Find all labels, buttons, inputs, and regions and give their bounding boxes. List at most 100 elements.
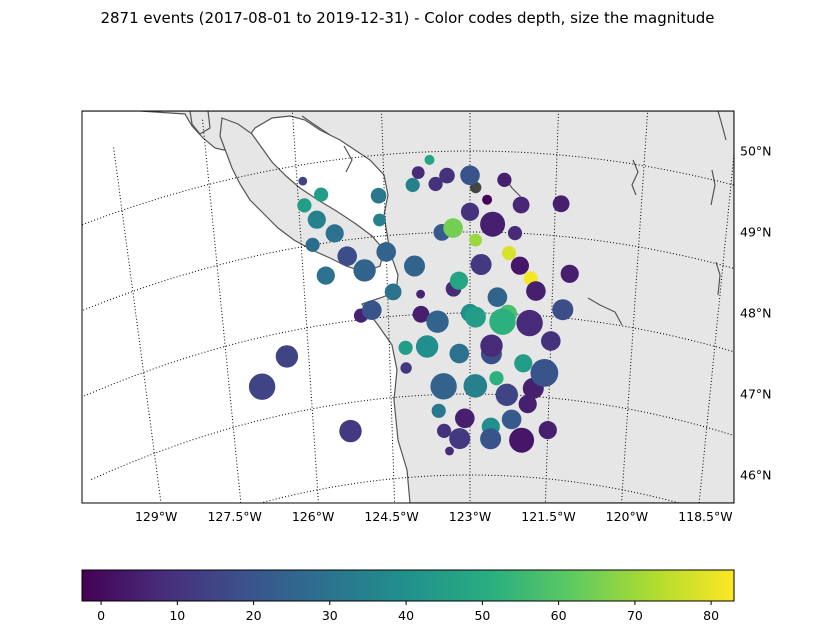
colorbar-ticks: 0 10 20 30 40 50 60 70 80 [97, 601, 719, 623]
earthquake-point [353, 259, 376, 282]
earthquake-point [480, 428, 502, 450]
earthquake-point [370, 187, 387, 204]
lat-tick-label: 47°N [740, 387, 772, 402]
map-area [82, 111, 734, 503]
earthquake-point [428, 176, 443, 192]
earthquake-point [516, 309, 543, 337]
map-frame [81, 110, 735, 504]
coastline-segment [710, 169, 716, 206]
lon-tick-label: 127.5°W [207, 509, 261, 524]
earthquake-point [405, 177, 420, 193]
colorbar-tick-label: 50 [474, 608, 490, 623]
earthquake-point [501, 246, 517, 261]
earthquake-point [449, 428, 471, 450]
earthquake-point [430, 373, 457, 400]
lon-tick-label: 120°W [606, 509, 648, 524]
earthquake-point [480, 211, 506, 237]
colorbar-tick-label: 20 [246, 608, 262, 623]
earthquake-point [373, 213, 386, 227]
lat-tick-label: 46°N [740, 468, 772, 483]
earthquake-point [470, 254, 492, 275]
meridian-line [291, 111, 319, 503]
longitude-tick-labels: 129°W 127.5°W 126°W 124.5°W 123°W 121.5°W 120°… [135, 509, 733, 524]
earthquake-point [307, 210, 326, 229]
earthquake-point [431, 403, 446, 418]
lon-tick-label: 121.5°W [521, 509, 575, 524]
parallel-line [91, 393, 734, 480]
earthquake-point [460, 202, 480, 221]
earthquake-point [509, 427, 535, 453]
lon-tick-label: 129°W [135, 509, 177, 524]
lon-tick-label: 126°W [292, 509, 334, 524]
earthquake-point [325, 224, 344, 243]
earthquake-point [480, 334, 503, 357]
earthquake-point [449, 343, 470, 364]
earthquake-point [384, 283, 402, 301]
colorbar-tick-label: 40 [398, 608, 414, 623]
earthquake-point [482, 194, 493, 205]
earthquake-point [497, 172, 512, 187]
earthquake-point [275, 345, 299, 368]
colorbar-tick-label: 70 [627, 608, 643, 623]
colorbar-tick-label: 30 [322, 608, 338, 623]
colorbar-gradient [81, 569, 735, 602]
earthquake-point [518, 395, 537, 414]
earthquake-point [560, 264, 579, 283]
lon-tick-label: 123°W [449, 509, 491, 524]
earthquake-point [512, 196, 530, 214]
earthquake-point [426, 310, 449, 333]
earthquake-point [437, 423, 452, 438]
chart-title: 2871 events (2017-08-01 to 2019-12-31) -… [100, 9, 715, 27]
earthquake-point [449, 271, 469, 290]
earthquake-point [487, 287, 508, 308]
earthquake-point [404, 255, 425, 277]
earthquake-point [314, 187, 329, 202]
parallel-line [258, 474, 682, 503]
earthquake-point [248, 373, 276, 400]
earthquake-point [424, 154, 435, 165]
earthquake-point [463, 374, 488, 398]
earthquake-point [460, 165, 480, 186]
lon-tick-label: 124.5°W [364, 509, 418, 524]
earthquake-point [501, 409, 522, 430]
earthquake-point [464, 306, 486, 328]
earthquake-point [416, 289, 425, 299]
earthquake-point [552, 299, 574, 321]
earthquake-point [412, 305, 430, 323]
coastline-segment [715, 261, 721, 296]
coastline-segment [717, 111, 727, 141]
earthquake-point [530, 359, 559, 387]
coastline-segment [301, 115, 331, 136]
earthquake-points [248, 154, 579, 456]
earthquake-point [411, 166, 425, 180]
earthquake-point [538, 421, 557, 440]
earthquake-point [439, 167, 455, 184]
earthquake-point [305, 237, 320, 252]
coastline-segment [631, 159, 639, 196]
earthquake-point [443, 218, 463, 238]
earthquake-point [445, 446, 454, 456]
lat-tick-label: 48°N [740, 306, 772, 321]
lat-tick-label: 50°N [740, 144, 772, 159]
lat-tick-label: 49°N [740, 225, 772, 240]
earthquake-point [362, 300, 382, 321]
earthquake-point [297, 198, 312, 213]
earthquake-point [415, 335, 439, 358]
meridian-line [621, 111, 649, 503]
earthquake-point [398, 340, 413, 355]
earthquake-point [510, 256, 529, 275]
earthquake-point [552, 195, 570, 213]
earthquake-point [541, 331, 561, 351]
colorbar: 0 10 20 30 40 50 60 70 80 [81, 569, 735, 623]
earthquake-point [495, 383, 518, 406]
earthquake-point [337, 246, 358, 266]
earthquake-point [400, 362, 412, 374]
colorbar-tick-label: 60 [551, 608, 567, 623]
earthquake-point [514, 354, 533, 373]
colorbar-tick-label: 0 [97, 608, 105, 623]
coastline-segment [587, 297, 623, 326]
earthquake-point [489, 308, 516, 335]
earthquake-point [316, 266, 335, 285]
earthquake-point [339, 419, 362, 443]
